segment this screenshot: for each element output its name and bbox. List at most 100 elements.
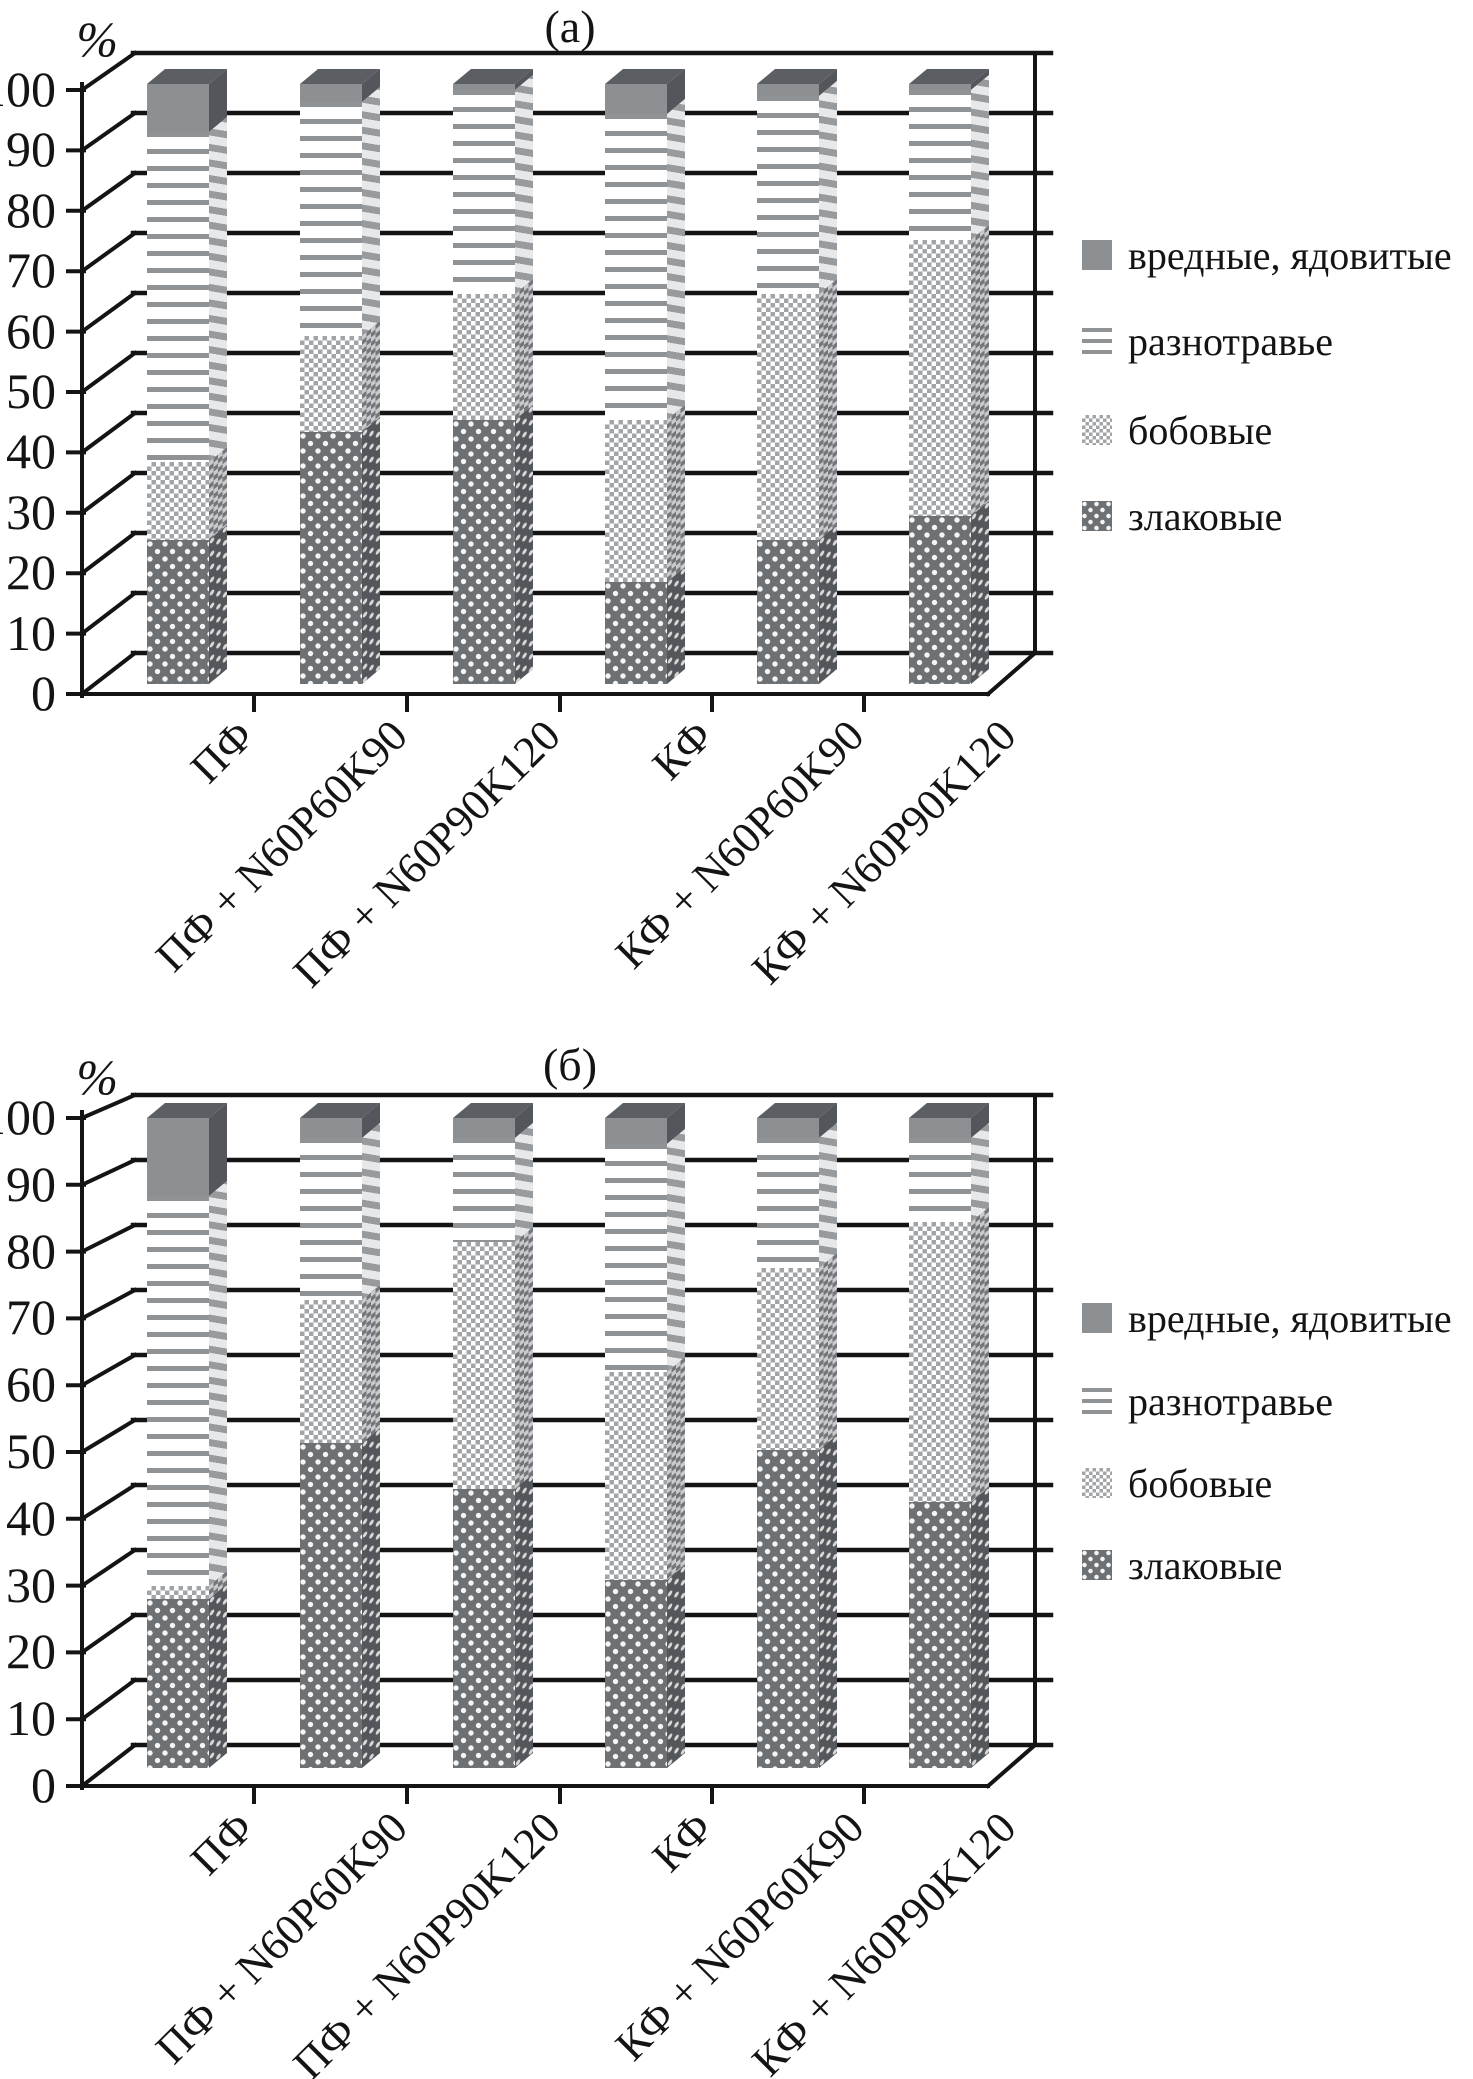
segment-side-zlakovye [819, 525, 837, 684]
segment-vrednye-yadovitye [757, 84, 819, 96]
bar-front-face [147, 84, 209, 684]
y-tick-label: 30 [6, 1556, 56, 1613]
segment-side-zlakovye [515, 405, 533, 684]
legend-item-zlakovye: злаковые [1082, 494, 1282, 539]
y-tick-label: 70 [6, 1289, 56, 1346]
bar-side-face [362, 1103, 380, 1768]
segment-raznotravye [453, 90, 515, 294]
segment-side-zlakovye [667, 1564, 685, 1768]
segment-zlakovye [605, 582, 667, 684]
segment-side-bobovye [362, 321, 380, 432]
segment-zlakovye [909, 1501, 971, 1768]
segment-vrednye-yadovitye [909, 1118, 971, 1138]
segment-bobovye [300, 336, 362, 432]
y-tick-label: 100 [0, 1089, 56, 1145]
bar-side-face [515, 69, 533, 684]
legend-swatch-raznotravye-icon [1082, 1388, 1112, 1414]
legend-label: вредные, ядовитые [1128, 232, 1452, 278]
segment-raznotravye [605, 114, 667, 420]
y-tick-label: 60 [6, 302, 56, 359]
segment-side-bobovye [667, 1356, 685, 1580]
segment-bobovye [147, 462, 209, 540]
segment-side-zlakovye [971, 501, 989, 684]
bar-front-face [453, 84, 515, 684]
chart-b-title: (б) [542, 1039, 598, 1090]
y-tick-label: 50 [6, 1423, 56, 1479]
segment-side-zlakovye [971, 1486, 989, 1768]
segment-raznotravye [909, 1137, 971, 1222]
legend-swatch-vrednye-yadovitye-icon [1082, 1303, 1112, 1333]
y-tick-label: 40 [6, 1489, 56, 1546]
bar-front-face [909, 84, 971, 684]
segment-side-raznotravye [209, 1181, 227, 1586]
segment-side-raznotravye [667, 1129, 685, 1372]
segment-raznotravye [453, 1137, 515, 1242]
segment-vrednye-yadovitye [300, 84, 362, 102]
bar-side-face [667, 69, 685, 684]
legend-item-raznotravye: разнотравье [1082, 319, 1333, 364]
segment-side-zlakovye [209, 1584, 227, 1768]
segment-vrednye-yadovitye [605, 1118, 667, 1144]
segment-side-raznotravye [362, 87, 380, 337]
segment-bobovye [909, 1222, 971, 1502]
bar-side-face [362, 69, 380, 684]
segment-zlakovye [300, 432, 362, 684]
segment-zlakovye [453, 420, 515, 684]
y-tick-label: 50 [6, 363, 56, 419]
y-tick-label: 80 [6, 1222, 56, 1279]
bar-side-face [971, 1103, 989, 1768]
bar-b-6 [909, 1103, 990, 1768]
segment-side-raznotravye [209, 117, 227, 462]
segment-zlakovye [300, 1443, 362, 1768]
bar-b-2 [300, 1103, 381, 1768]
y-tick-label: 30 [6, 483, 56, 540]
segment-side-zlakovye [209, 525, 227, 684]
segment-raznotravye [757, 96, 819, 294]
segment-side-raznotravye [971, 75, 989, 241]
legend-label: разнотравье [1128, 1378, 1334, 1424]
segment-bobovye [453, 294, 515, 420]
segment-vrednye-yadovitye [605, 84, 667, 114]
legend-swatch-vrednye-yadovitye-icon [1082, 240, 1112, 270]
legend-item-vrednye-yadovitye: вредные, ядовитые [1082, 1296, 1452, 1341]
segment-zlakovye [147, 1599, 209, 1768]
segment-zlakovye [757, 1449, 819, 1768]
segment-side-raznotravye [819, 1122, 837, 1268]
segment-vrednye-yadovitye [453, 1118, 515, 1138]
segment-side-zlakovye [362, 1428, 380, 1768]
segment-side-bobovye [515, 1226, 533, 1489]
segment-side-bobovye [819, 279, 837, 540]
segment-side-raznotravye [362, 1122, 380, 1300]
segment-side-bobovye [971, 1207, 989, 1502]
legend-swatch-bobovye-icon [1082, 415, 1112, 445]
segment-bobovye [300, 1300, 362, 1443]
legend-swatch-zlakovye-icon [1082, 501, 1112, 531]
segment-raznotravye [605, 1144, 667, 1372]
chart-a-title: (а) [544, 1, 596, 52]
segment-vrednye-yadovitye [300, 1118, 362, 1138]
segment-vrednye-yadovitye [453, 84, 515, 90]
segment-side-zlakovye [515, 1473, 533, 1768]
segment-bobovye [757, 1267, 819, 1450]
legend-label: бобовые [1128, 1460, 1273, 1506]
segment-zlakovye [453, 1488, 515, 1768]
bar-a-3 [453, 69, 534, 684]
segment-bobovye [453, 1241, 515, 1489]
legend-item-bobovye: бобовые [1082, 408, 1272, 453]
chart-b-y-axis-unit-label: % [76, 1049, 118, 1105]
bar-front-face [757, 1118, 819, 1768]
segment-vrednye-yadovitye [757, 1118, 819, 1138]
legend-item-zlakovye: злаковые [1082, 1543, 1282, 1588]
bar-front-face [605, 84, 667, 684]
segment-side-bobovye [515, 279, 533, 420]
segment-side-zlakovye [819, 1434, 837, 1768]
bar-side-face [209, 69, 227, 684]
bar-front-face [605, 1118, 667, 1768]
bar-a-2 [300, 69, 381, 684]
segment-side-bobovye [819, 1252, 837, 1450]
segment-vrednye-yadovitye [147, 1118, 209, 1196]
bar-side-face [667, 1103, 685, 1768]
bar-front-face [147, 1118, 209, 1768]
